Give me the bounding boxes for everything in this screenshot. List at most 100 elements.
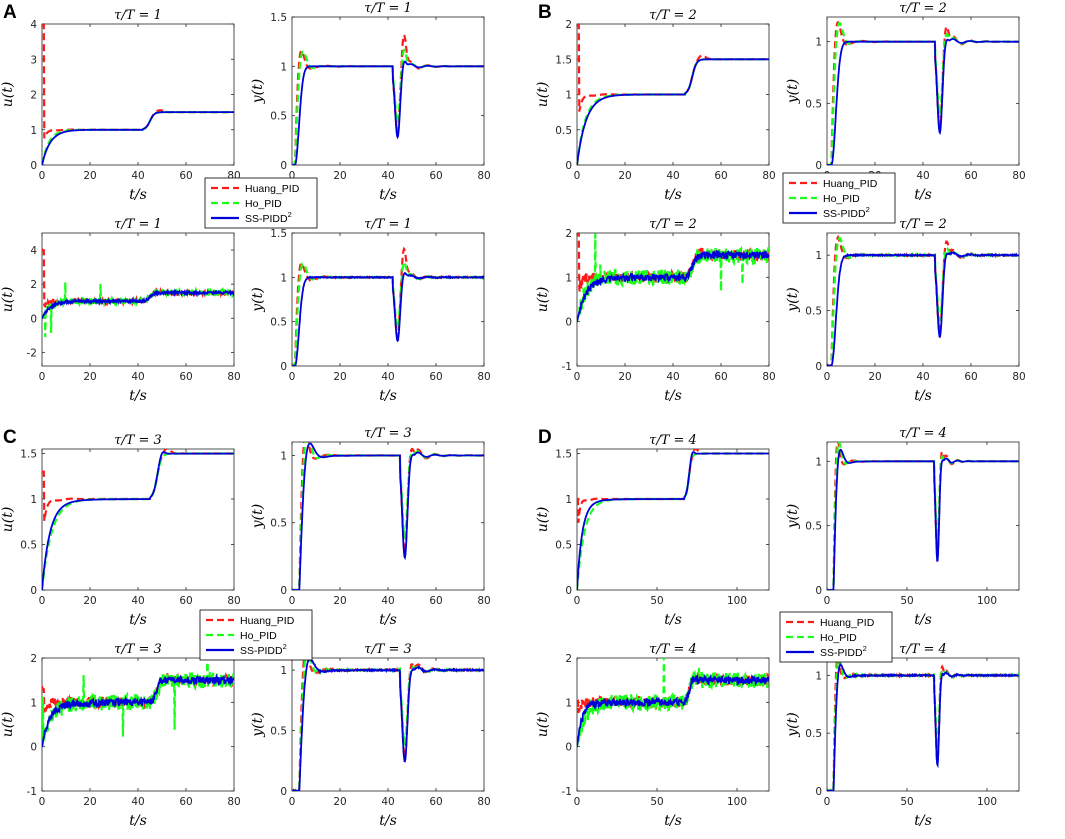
legend-label-text: SS-PIDD: [240, 645, 283, 657]
axes-box: [41, 23, 235, 166]
y-tick-label: 0.5: [805, 306, 822, 318]
x-tick-label: 80: [477, 796, 490, 808]
series-group: [577, 233, 769, 323]
y-tick-label: 1: [565, 697, 572, 709]
x-tick-label: 60: [179, 170, 192, 182]
y-tick-label: 1.5: [270, 12, 287, 24]
subplot-B-1: 0 20 40 60 80 0 0.5 1 1.5 2 τ/T = 2 t/s u(t): [535, 8, 776, 203]
y-tick-label: 0.5: [20, 540, 37, 552]
subplot-title: τ/T = 3: [114, 642, 162, 657]
series-group: [42, 24, 234, 165]
y-axis-label: y(t): [250, 712, 266, 737]
y-tick-label: 1: [565, 90, 572, 102]
x-tick-label: 100: [727, 595, 747, 607]
y-axis-label: u(t): [535, 507, 551, 533]
y-tick-label: 2: [30, 653, 37, 665]
x-tick-label: 60: [179, 796, 192, 808]
axes-box: [291, 232, 485, 367]
y-tick-label: 0.5: [270, 317, 287, 329]
y-tick-label: 0.5: [805, 98, 822, 110]
y-tick-label: 0: [30, 585, 37, 597]
y-tick-label: 0.5: [555, 540, 572, 552]
x-axis-label: t/s: [914, 187, 932, 203]
series-group: [292, 32, 484, 165]
y-tick-label: 0.5: [270, 111, 287, 123]
x-tick-label: 0: [574, 371, 581, 383]
y-tick-label: 1: [280, 450, 287, 462]
series-group: [42, 248, 234, 338]
x-tick-label: 60: [964, 170, 977, 182]
y-tick-label: 0: [815, 786, 822, 798]
y-axis-label: u(t): [0, 82, 16, 108]
y-tick-label: 4: [30, 245, 37, 257]
y-tick-label: 0: [565, 742, 572, 754]
x-tick-label: 0: [289, 371, 296, 383]
x-axis-label: t/s: [379, 187, 397, 203]
legend-label-huang: Huang_PID: [823, 178, 878, 190]
x-tick-label: 0: [289, 796, 296, 808]
y-tick-label: 1: [30, 125, 37, 137]
legend-label-huang: Huang_PID: [820, 617, 875, 629]
x-tick-label: 40: [666, 371, 679, 383]
x-tick-label: 60: [429, 595, 442, 607]
axes-box: [826, 441, 1020, 591]
y-tick-label: 1: [815, 670, 822, 682]
series-ss: [42, 288, 234, 319]
series-ss: [42, 111, 234, 165]
legend-label-text: SS-PIDD: [820, 647, 863, 659]
series-group: [827, 442, 1019, 590]
x-tick-label: 40: [916, 371, 929, 383]
subplot-title: τ/T = 4: [649, 433, 697, 448]
legend-superscript: 2: [283, 642, 287, 651]
legend-label-text: Huang_PID: [245, 183, 300, 195]
series-ss: [827, 251, 1019, 366]
y-axis-label: u(t): [535, 82, 551, 108]
x-tick-label: 40: [131, 170, 144, 182]
series-ss: [292, 442, 484, 590]
x-tick-label: 100: [977, 796, 997, 808]
y-tick-label: 0: [565, 585, 572, 597]
series-ss: [42, 673, 234, 748]
y-tick-label: 0: [280, 160, 287, 172]
x-tick-label: 0: [574, 170, 581, 182]
y-axis-label: u(t): [535, 287, 551, 313]
legend-superscript: 2: [866, 205, 870, 214]
series-group: [827, 658, 1019, 791]
subplot-D-1: 0 50 100 0 0.5 1 1.5 τ/T = 4 t/s u(t): [535, 433, 770, 628]
series-ss: [827, 38, 1019, 165]
x-tick-label: 0: [289, 595, 296, 607]
x-tick-label: 100: [727, 796, 747, 808]
x-axis-label: t/s: [379, 388, 397, 404]
legend-label-ho: Ho_PID: [240, 630, 277, 642]
subplot-title: τ/T = 2: [899, 217, 947, 232]
y-tick-label: 0: [280, 361, 287, 373]
x-tick-label: 80: [1012, 170, 1025, 182]
series-group: [292, 246, 484, 366]
legend-label-ss: SS-PIDD2: [823, 205, 870, 220]
y-tick-label: 0.5: [805, 521, 822, 533]
legend-label-text: Huang_PID: [820, 617, 875, 629]
x-axis-label: t/s: [129, 187, 147, 203]
series-ho: [577, 233, 769, 323]
x-tick-label: 60: [179, 371, 192, 383]
x-tick-label: 20: [618, 371, 631, 383]
x-axis-label: t/s: [914, 612, 932, 628]
x-tick-label: 60: [964, 371, 977, 383]
subplot-title: τ/T = 3: [364, 426, 412, 441]
x-tick-label: 0: [824, 796, 831, 808]
y-tick-label: 0.5: [805, 728, 822, 740]
y-tick-label: 1: [815, 37, 822, 49]
y-axis-label: u(t): [0, 712, 16, 738]
x-axis-label: t/s: [379, 612, 397, 628]
y-axis-label: y(t): [785, 287, 801, 312]
x-tick-label: 40: [381, 796, 394, 808]
y-tick-label: 0: [815, 361, 822, 373]
x-tick-label: 20: [333, 595, 346, 607]
subplot-title: τ/T = 1: [114, 217, 162, 232]
x-tick-label: 60: [179, 595, 192, 607]
